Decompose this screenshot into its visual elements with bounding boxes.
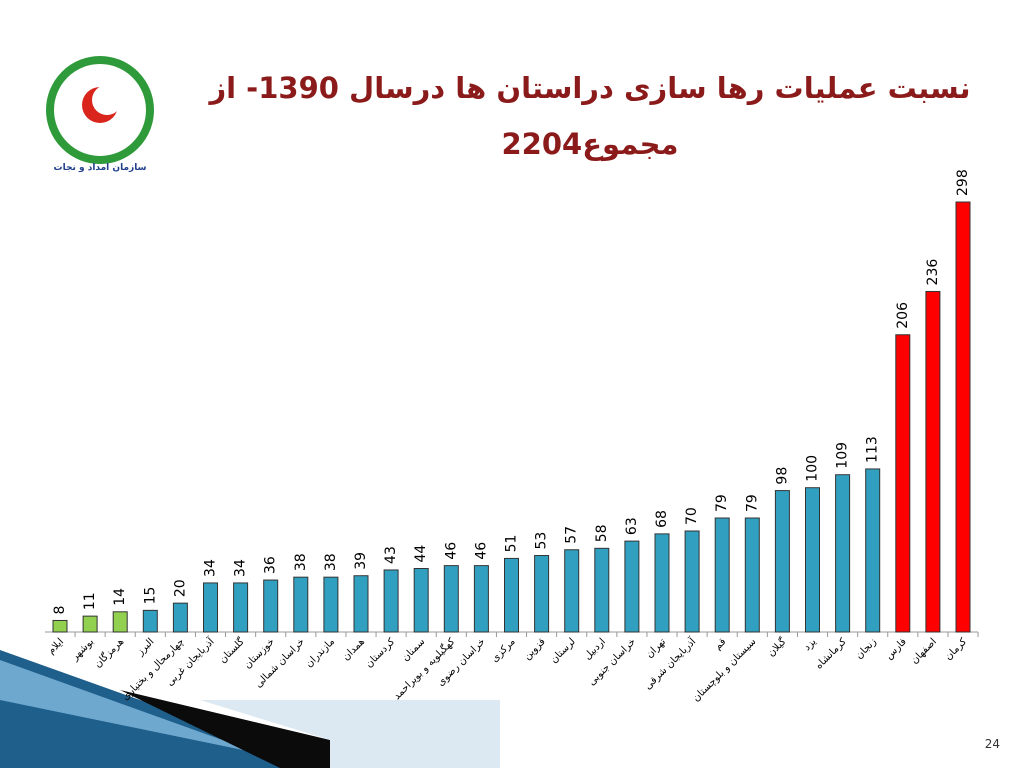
bar	[323, 576, 339, 633]
x-tick-label: ایلام	[46, 636, 66, 656]
decor	[120, 690, 330, 768]
value-label: 44	[413, 545, 429, 563]
bar	[744, 517, 760, 633]
x-tick-label: کرمانشاه	[814, 636, 849, 671]
value-label: 46	[473, 542, 489, 560]
value-label: 39	[353, 552, 369, 570]
value-label: 38	[323, 553, 339, 571]
value-label: 100	[805, 455, 821, 482]
logo	[92, 85, 122, 115]
value-label: 8	[52, 606, 68, 615]
value-label: 298	[955, 169, 971, 196]
x-tick-label: آذربایجان شرقی	[641, 634, 699, 692]
x-tick-label: سمنان	[400, 636, 427, 663]
bar	[82, 615, 98, 633]
value-label: 53	[534, 532, 550, 550]
logo-text: سازمان امداد و نجات	[54, 163, 147, 173]
bar	[413, 568, 429, 633]
value-label: 51	[504, 535, 520, 553]
bar	[564, 549, 580, 633]
value-label: 34	[233, 559, 249, 577]
value-label: 79	[744, 494, 760, 512]
bar	[654, 533, 670, 633]
bar	[263, 579, 279, 633]
bar	[774, 490, 790, 633]
bar	[233, 582, 249, 633]
bar	[112, 611, 128, 633]
bar	[353, 575, 369, 633]
bar	[52, 619, 68, 633]
value-label: 113	[865, 436, 881, 463]
bar	[624, 540, 640, 633]
value-label: 43	[383, 546, 399, 564]
x-tick-label: هرمزگان	[92, 636, 127, 671]
value-label: 63	[624, 517, 640, 535]
x-tick-label: همدان	[341, 636, 367, 662]
x-tick-label: فارس	[884, 636, 910, 662]
bar	[925, 290, 941, 633]
value-label: 79	[714, 494, 730, 512]
x-tick-label: کردستان	[364, 636, 398, 670]
x-tick-label: تهران	[644, 636, 668, 660]
bar	[684, 530, 700, 633]
value-label: 206	[895, 302, 911, 329]
x-tick-label: اصفهان	[909, 636, 939, 666]
x-tick-label: بوشهر	[69, 636, 96, 663]
bar	[534, 555, 550, 633]
x-tick-label: مازندران	[304, 636, 337, 669]
bar	[383, 569, 399, 633]
bar	[504, 557, 519, 633]
value-label: 36	[263, 556, 279, 574]
x-tick-label: زنجان	[854, 636, 879, 661]
bar	[203, 582, 218, 633]
x-tick-label: البرز	[134, 636, 156, 658]
value-label: 58	[594, 524, 610, 542]
value-label: 14	[112, 588, 128, 606]
bar	[473, 565, 489, 633]
value-label: 68	[654, 510, 670, 528]
value-label: 236	[925, 259, 941, 286]
bar	[142, 609, 158, 633]
x-tick-label: اردبیل	[582, 636, 608, 662]
decor	[200, 700, 500, 768]
value-label: 15	[142, 587, 158, 605]
value-label: 38	[293, 553, 309, 571]
bar	[443, 565, 459, 633]
bar	[594, 547, 610, 633]
x-tick-label: لرستان	[549, 636, 578, 665]
chart-title: نسبت عملیات رها سازی دراستان ها درسال 13…	[209, 71, 971, 161]
value-label: 46	[443, 542, 459, 560]
value-label: 70	[684, 507, 700, 525]
value-label: 109	[835, 442, 851, 469]
bar	[805, 487, 820, 633]
bar	[172, 602, 188, 633]
value-label: 98	[774, 467, 790, 485]
x-tick-label: قزوین	[522, 636, 548, 662]
page-number: 24	[985, 737, 1000, 751]
x-tick-label: کرمان	[943, 636, 969, 662]
bar	[714, 517, 730, 633]
value-label: 57	[564, 526, 580, 544]
value-label: 34	[203, 559, 219, 577]
bar	[895, 334, 911, 633]
x-tick-label: گیلان	[765, 635, 789, 659]
value-label: 20	[172, 579, 188, 597]
x-tick-label: قم	[712, 636, 728, 652]
bar	[835, 474, 851, 633]
value-label: 11	[82, 592, 98, 610]
x-tick-label: آذربایجان غربی	[163, 634, 217, 688]
x-tick-label: یزد	[802, 636, 819, 653]
bar	[293, 576, 309, 633]
x-tick-label: مرکزی	[489, 636, 517, 664]
x-tick-label: گلستان	[217, 635, 247, 665]
bar	[955, 201, 971, 633]
bar	[865, 468, 881, 633]
